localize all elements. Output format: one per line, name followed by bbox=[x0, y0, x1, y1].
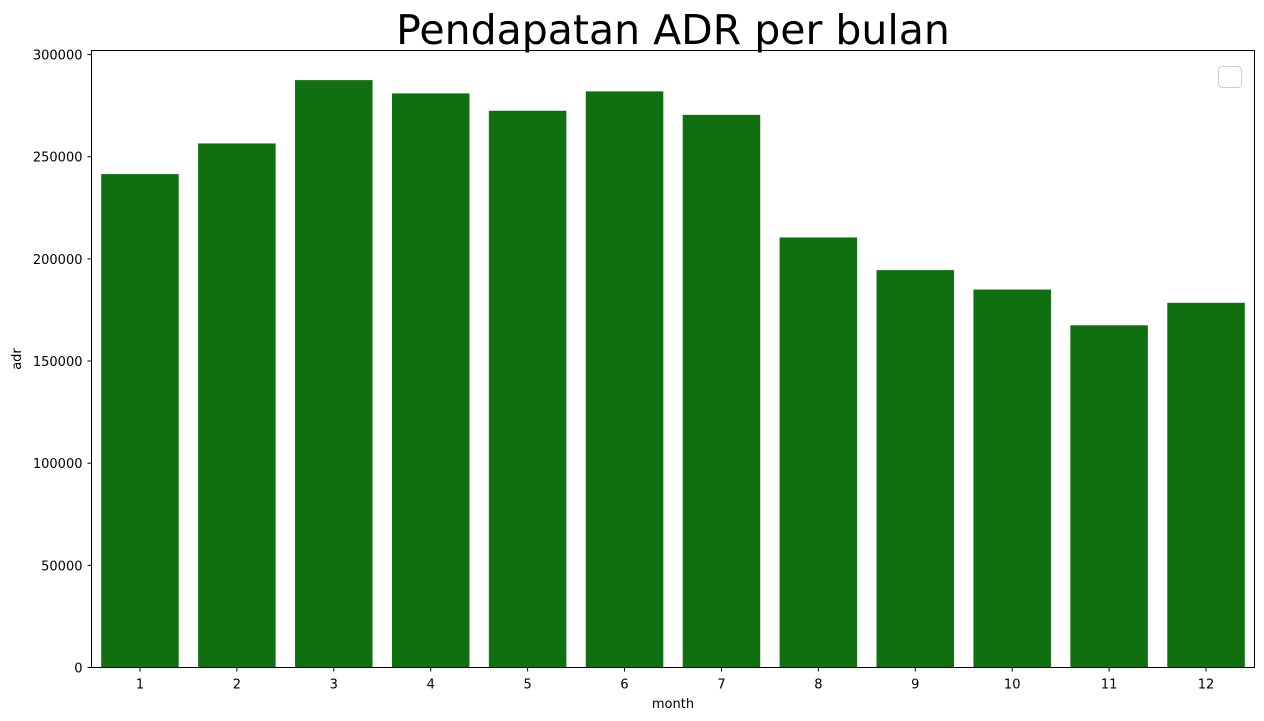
y-axis: 0 50000 100000 150000 200000 250000 300000 bbox=[33, 49, 92, 677]
x-tick-label: 10 bbox=[1004, 678, 1021, 693]
x-tick-label: 4 bbox=[427, 678, 435, 693]
x-tick-label: 7 bbox=[717, 678, 725, 693]
bar-month-5 bbox=[488, 110, 567, 668]
y-tick-label: 200000 bbox=[33, 253, 83, 268]
y-axis-label: adr bbox=[10, 348, 25, 370]
chart-title: Pendapatan ADR per bulan bbox=[396, 6, 950, 54]
legend-box bbox=[1218, 66, 1242, 88]
bar-month-1 bbox=[101, 174, 179, 668]
bar-month-3 bbox=[295, 80, 373, 668]
x-tick-label: 2 bbox=[233, 678, 241, 693]
y-tick-label: 250000 bbox=[33, 151, 83, 166]
x-tick-label: 5 bbox=[523, 678, 531, 693]
bar-month-4 bbox=[391, 93, 470, 668]
x-tick-label: 3 bbox=[330, 678, 338, 693]
x-axis: 1 2 3 4 5 6 7 8 9 10 11 12 bbox=[136, 667, 1215, 693]
y-tick-label: 300000 bbox=[33, 49, 83, 64]
x-tick-label: 6 bbox=[620, 678, 628, 693]
bar-month-8 bbox=[779, 237, 858, 668]
x-tick-label: 11 bbox=[1101, 678, 1118, 693]
bars-layer bbox=[101, 80, 1245, 668]
x-tick-label: 9 bbox=[911, 678, 919, 693]
bar-month-9 bbox=[876, 270, 955, 668]
bar-month-10 bbox=[973, 289, 1051, 668]
bar-month-12 bbox=[1167, 302, 1245, 668]
x-tick-label: 12 bbox=[1198, 678, 1215, 693]
y-tick-label: 150000 bbox=[33, 355, 83, 370]
y-tick-label: 50000 bbox=[41, 559, 82, 574]
bar-month-11 bbox=[1070, 325, 1148, 668]
bar-month-2 bbox=[198, 143, 276, 668]
bar-month-6 bbox=[585, 91, 664, 668]
y-tick-label: 100000 bbox=[33, 457, 83, 472]
bar-month-7 bbox=[682, 114, 761, 668]
y-tick-label: 0 bbox=[74, 662, 82, 677]
x-tick-label: 1 bbox=[136, 678, 144, 693]
x-tick-label: 8 bbox=[814, 678, 822, 693]
x-axis-label: month bbox=[652, 697, 694, 712]
plot-frame bbox=[91, 50, 1255, 668]
